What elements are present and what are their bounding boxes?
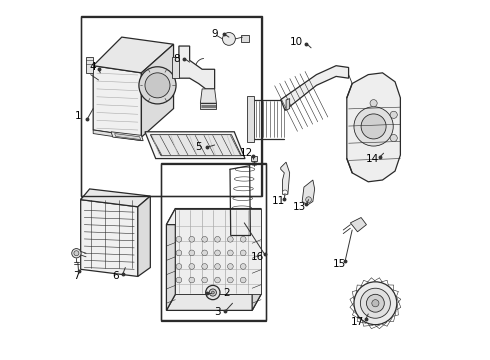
Polygon shape	[286, 99, 290, 111]
Circle shape	[139, 67, 176, 104]
Polygon shape	[200, 103, 217, 109]
Circle shape	[176, 277, 182, 283]
Polygon shape	[115, 134, 141, 140]
Polygon shape	[93, 37, 173, 73]
Polygon shape	[111, 132, 143, 141]
Bar	[161, 163, 267, 320]
Polygon shape	[145, 132, 245, 158]
Circle shape	[390, 111, 397, 118]
Circle shape	[189, 277, 195, 283]
Polygon shape	[81, 200, 138, 276]
Circle shape	[283, 190, 288, 195]
Circle shape	[227, 237, 233, 242]
Text: 3: 3	[214, 307, 220, 317]
Bar	[161, 164, 267, 321]
Circle shape	[354, 107, 393, 146]
Circle shape	[241, 277, 246, 283]
Circle shape	[189, 237, 195, 242]
Text: 9: 9	[211, 28, 218, 39]
Polygon shape	[93, 66, 142, 137]
Bar	[242, 35, 249, 42]
Circle shape	[215, 237, 220, 242]
Circle shape	[209, 289, 217, 296]
Text: 10: 10	[290, 37, 303, 48]
Circle shape	[202, 250, 207, 256]
Bar	[81, 18, 261, 196]
Text: 16: 16	[251, 252, 264, 262]
Text: 1: 1	[75, 111, 81, 121]
Circle shape	[241, 264, 246, 269]
Text: 11: 11	[271, 197, 285, 206]
Circle shape	[241, 250, 246, 256]
Circle shape	[189, 250, 195, 256]
Text: 7: 7	[73, 271, 80, 282]
Circle shape	[206, 285, 220, 300]
Circle shape	[227, 264, 233, 269]
Circle shape	[370, 100, 377, 107]
Text: 12: 12	[240, 148, 253, 158]
Polygon shape	[167, 294, 261, 310]
Circle shape	[74, 251, 79, 256]
Polygon shape	[81, 189, 150, 207]
Polygon shape	[350, 217, 367, 232]
Polygon shape	[175, 208, 261, 294]
Circle shape	[360, 288, 391, 318]
Circle shape	[215, 264, 220, 269]
Text: 6: 6	[112, 271, 119, 281]
Polygon shape	[167, 208, 261, 225]
Circle shape	[227, 250, 233, 256]
Circle shape	[202, 277, 207, 283]
Circle shape	[145, 73, 170, 98]
Circle shape	[176, 250, 182, 256]
Bar	[81, 16, 262, 196]
Circle shape	[354, 282, 397, 325]
Circle shape	[367, 294, 384, 312]
Polygon shape	[247, 96, 254, 143]
Text: 5: 5	[195, 142, 202, 152]
Polygon shape	[347, 73, 400, 182]
Text: 15: 15	[332, 259, 345, 269]
Text: 8: 8	[173, 54, 180, 64]
Circle shape	[361, 114, 386, 139]
Circle shape	[215, 277, 220, 283]
Circle shape	[372, 300, 379, 307]
Text: 4: 4	[89, 63, 96, 72]
Polygon shape	[281, 162, 290, 194]
Circle shape	[227, 277, 233, 283]
Polygon shape	[150, 135, 242, 156]
Polygon shape	[200, 89, 217, 103]
Polygon shape	[93, 130, 142, 141]
Polygon shape	[179, 46, 215, 89]
Circle shape	[202, 264, 207, 269]
Circle shape	[222, 32, 235, 45]
Text: 14: 14	[366, 154, 380, 163]
Polygon shape	[142, 44, 173, 137]
Circle shape	[390, 134, 397, 141]
Polygon shape	[138, 196, 150, 276]
Polygon shape	[251, 157, 257, 161]
Circle shape	[202, 237, 207, 242]
Circle shape	[176, 237, 182, 242]
Circle shape	[176, 264, 182, 269]
Text: 13: 13	[293, 202, 306, 212]
Text: 17: 17	[351, 317, 364, 327]
Circle shape	[306, 197, 312, 203]
Circle shape	[72, 249, 81, 258]
Circle shape	[241, 237, 246, 242]
Polygon shape	[167, 208, 175, 310]
Circle shape	[215, 250, 220, 256]
Circle shape	[211, 291, 214, 294]
Text: 2: 2	[223, 288, 229, 298]
Polygon shape	[86, 57, 93, 73]
Polygon shape	[302, 180, 315, 205]
Polygon shape	[252, 208, 261, 310]
Circle shape	[189, 264, 195, 269]
Polygon shape	[172, 57, 179, 78]
Polygon shape	[281, 66, 348, 111]
